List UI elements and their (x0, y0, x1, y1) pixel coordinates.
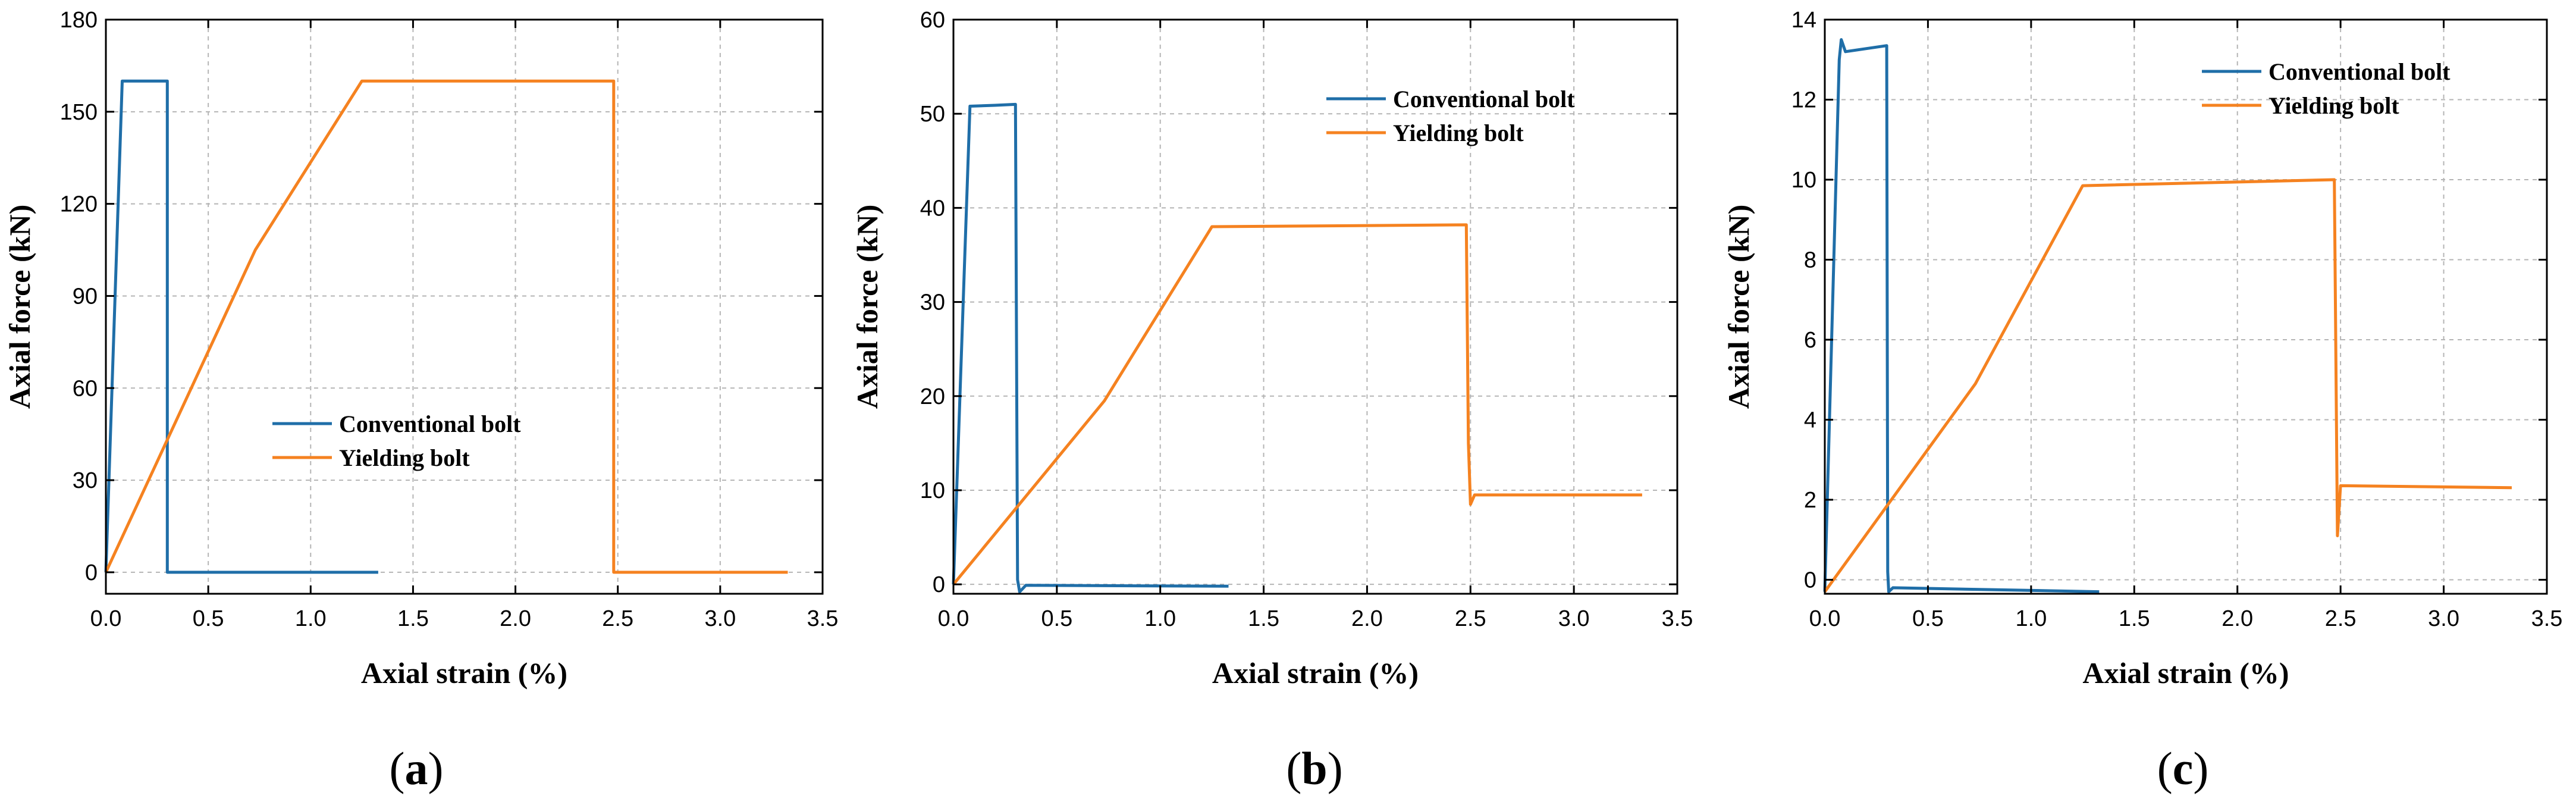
plot-frame (1824, 18, 2548, 595)
caption-letter: a (405, 743, 428, 794)
x-tick-label: 0.5 (1041, 606, 1072, 631)
grid (106, 20, 823, 594)
chart-panel-a: 0.0 0.5 1.0 1.5 2.0 2.5 3.0 3.5 0 30 60 90 120 150 180… (3, 8, 838, 794)
caption-letter: b (1301, 743, 1327, 794)
x-axis-title: Axial strain (%) (2082, 656, 2289, 690)
x-tick-label: 1.5 (1248, 606, 1279, 631)
x-tick-label: 3.5 (807, 606, 839, 631)
series-line-yielding (104, 79, 788, 574)
y-tick-label: 60 (920, 8, 945, 33)
x-tick-label: 0.0 (1809, 606, 1841, 631)
x-tick-label: 1.0 (1144, 606, 1176, 631)
plot-frame (952, 18, 1678, 595)
y-tick-label: 10 (920, 478, 945, 503)
y-tick-label: 0 (933, 572, 945, 597)
caption-open-paren: ( (2157, 743, 2173, 794)
x-tick-label: 0.5 (193, 606, 224, 631)
x-tick-label: 1.0 (2015, 606, 2047, 631)
x-tick-label: 0.0 (938, 606, 969, 631)
y-tick-label: 8 (1804, 248, 1816, 272)
y-tick-label: 30 (920, 290, 945, 315)
legend: Conventional bolt Yielding bolt (2202, 58, 2451, 119)
series-line-conventional (1823, 38, 2100, 594)
y-tick-label: 2 (1804, 488, 1816, 513)
caption-open-paren: ( (1286, 743, 1301, 794)
series-line-conventional (952, 102, 1229, 594)
x-tick-label: 2.0 (1351, 606, 1383, 631)
y-axis-title: Axial force (kN) (3, 205, 36, 409)
y-axis-title: Axial force (kN) (851, 205, 884, 409)
chart-panel-c: 0.0 0.5 1.0 1.5 2.0 2.5 3.0 3.5 0 2 4 6 8 10 12 14 Axial… (1722, 8, 2562, 794)
x-tick-label: 3.5 (2531, 606, 2563, 631)
y-axis-title: Axial force (kN) (1722, 205, 1755, 409)
y-tick-label: 0 (85, 560, 98, 585)
x-tick-label: 2.5 (2325, 606, 2357, 631)
x-tick-label: 3.0 (704, 606, 736, 631)
legend-label-yielding: Yielding bolt (1393, 120, 1524, 146)
y-tick-label: 150 (60, 100, 98, 125)
y-tick-label: 90 (73, 284, 98, 309)
chart-panel-b: 0.0 0.5 1.0 1.5 2.0 2.5 3.0 3.5 0 10 20 30 40 50 60 Axi… (851, 8, 1693, 794)
y-tick-label: 0 (1804, 568, 1816, 593)
panel-caption: (b) (1286, 743, 1342, 794)
legend: Conventional bolt Yielding bolt (1326, 86, 1575, 146)
caption-letter: c (2173, 743, 2194, 794)
legend-label-conventional: Conventional bolt (2268, 58, 2451, 85)
x-tick-label: 0.5 (1912, 606, 1944, 631)
legend: Conventional bolt Yielding bolt (272, 411, 521, 471)
y-tick-label: 14 (1791, 8, 1816, 33)
legend-label-yielding: Yielding bolt (2268, 92, 2399, 119)
x-axis-title: Axial strain (%) (361, 656, 567, 690)
caption-open-paren: ( (390, 743, 405, 794)
x-tick-label: 3.5 (1662, 606, 1693, 631)
x-tick-label: 3.0 (2428, 606, 2459, 631)
y-tick-label: 4 (1804, 408, 1816, 433)
x-axis-title: Axial strain (%) (1212, 656, 1419, 690)
series-line-conventional (104, 79, 378, 574)
y-tick-label: 60 (73, 376, 98, 401)
x-tick-label: 2.0 (500, 606, 531, 631)
y-tick-label: 10 (1791, 168, 1816, 193)
y-tick-label: 40 (920, 196, 945, 221)
y-tick-label: 6 (1804, 328, 1816, 353)
grid (953, 20, 1677, 594)
x-tick-label: 2.0 (2222, 606, 2253, 631)
x-tick-label: 3.0 (1558, 606, 1590, 631)
x-tick-label: 0.0 (90, 606, 122, 631)
y-tick-label: 180 (60, 8, 98, 33)
legend-label-conventional: Conventional bolt (1393, 86, 1575, 112)
x-tick-label: 2.5 (602, 606, 633, 631)
series-line-yielding (1823, 178, 2512, 593)
x-tick-label: 1.5 (2119, 606, 2150, 631)
y-tick-label: 12 (1791, 87, 1816, 112)
y-tick-label: 50 (920, 102, 945, 127)
series-line-yielding (952, 223, 1642, 585)
panel-caption: (a) (390, 743, 444, 794)
y-tick-label: 30 (73, 468, 98, 493)
y-tick-label: 120 (60, 192, 98, 217)
y-tick-label: 20 (920, 384, 945, 409)
x-tick-label: 1.0 (295, 606, 327, 631)
caption-close-paren: ) (1328, 743, 1343, 794)
legend-label-conventional: Conventional bolt (339, 411, 521, 437)
caption-close-paren: ) (428, 743, 444, 794)
panel-caption: (c) (2157, 743, 2209, 794)
grid (1825, 20, 2547, 594)
x-tick-label: 2.5 (1455, 606, 1486, 631)
caption-close-paren: ) (2193, 743, 2208, 794)
legend-label-yielding: Yielding bolt (339, 444, 470, 471)
x-tick-label: 1.5 (397, 606, 429, 631)
plot-frame (105, 18, 824, 595)
